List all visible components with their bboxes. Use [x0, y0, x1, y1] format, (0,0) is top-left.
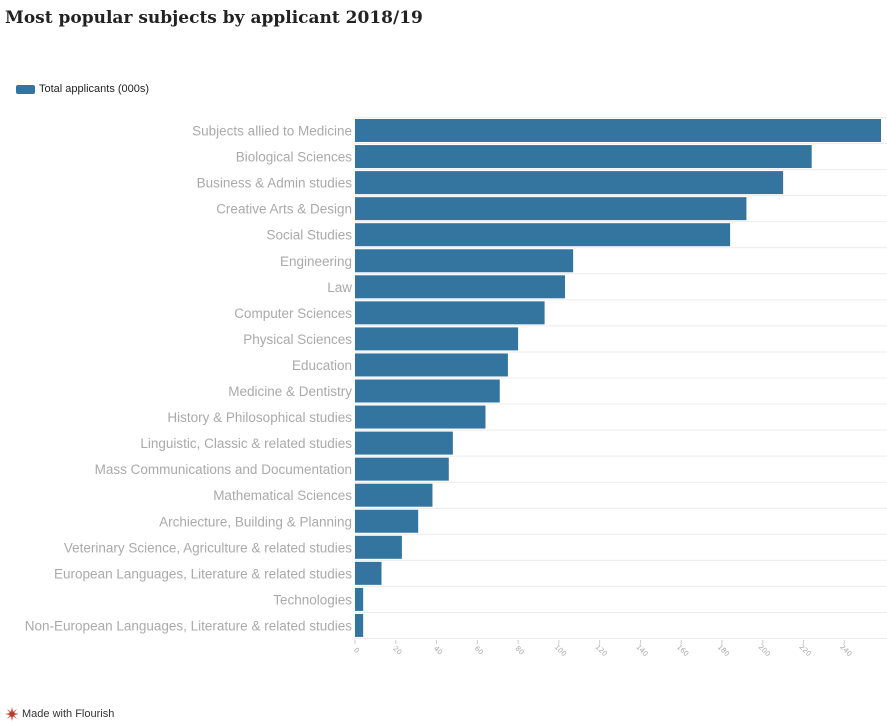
made-with-flourish[interactable]: Made with Flourish	[5, 706, 114, 722]
bar	[355, 275, 565, 299]
category-label: Computer Sciences	[234, 306, 352, 321]
category-label: Education	[292, 358, 352, 373]
x-tick-label: 40	[432, 645, 444, 657]
category-label: Mass Communications and Documentation	[95, 462, 352, 477]
x-tick-label: 80	[514, 645, 526, 657]
category-label: Biological Sciences	[236, 150, 353, 165]
bar	[355, 301, 545, 325]
category-label: Physical Sciences	[243, 332, 352, 347]
bar	[355, 197, 747, 221]
bar	[355, 223, 731, 247]
legend-swatch	[16, 84, 35, 94]
footer-label: Made with Flourish	[22, 708, 115, 720]
bar	[355, 561, 382, 585]
bar	[355, 327, 519, 351]
category-label: Mathematical Sciences	[213, 488, 352, 503]
bar	[355, 353, 508, 377]
bar	[355, 613, 364, 637]
x-tick-label: 200	[757, 643, 772, 658]
bar	[355, 535, 402, 559]
category-label: Social Studies	[266, 228, 352, 243]
x-tick-label: 20	[391, 645, 403, 657]
bar	[355, 587, 364, 611]
bar	[355, 249, 574, 273]
bar	[355, 171, 784, 195]
category-label: Engineering	[280, 254, 352, 269]
legend-label: Total applicants (000s)	[39, 83, 150, 95]
category-label: Linguistic, Classic & related studies	[140, 436, 352, 451]
category-label: Technologies	[273, 592, 352, 607]
x-tick-label: 240	[838, 643, 853, 658]
category-label: Subjects allied to Medicine	[192, 124, 352, 139]
category-label: Archiecture, Building & Planning	[159, 514, 352, 529]
category-label: Non-European Languages, Literature & rel…	[25, 618, 352, 633]
category-label: Business & Admin studies	[197, 176, 353, 191]
x-tick-label: 60	[473, 645, 485, 657]
bar-chart: Subjects allied to Medicine Biological Sc…	[25, 117, 887, 658]
category-label: History & Philosophical studies	[167, 410, 352, 425]
bar	[355, 431, 453, 455]
bar	[355, 457, 449, 481]
bar	[355, 483, 433, 507]
x-tick-label: 0	[352, 646, 361, 655]
category-label: European Languages, Literature & related…	[54, 566, 352, 581]
bar	[355, 379, 500, 403]
flourish-logo-icon	[5, 707, 19, 721]
category-label: Creative Arts & Design	[216, 202, 352, 217]
x-tick-label: 160	[675, 643, 690, 658]
bar	[355, 405, 486, 429]
category-label: Law	[327, 280, 352, 295]
x-tick-label: 220	[797, 643, 812, 658]
bar	[355, 119, 881, 142]
legend[interactable]: Total applicants (000s)	[16, 82, 149, 96]
category-label: Medicine & Dentistry	[228, 384, 352, 399]
chart-title: Most popular subjects by applicant 2018/…	[5, 8, 423, 28]
x-tick-label: 180	[716, 643, 731, 658]
bar	[355, 509, 419, 533]
bar	[355, 145, 812, 169]
x-tick-label: 120	[594, 643, 609, 658]
x-tick-label: 140	[634, 643, 649, 658]
x-tick-label: 100	[553, 643, 568, 658]
category-label: Veterinary Science, Agriculture & relate…	[64, 540, 352, 555]
